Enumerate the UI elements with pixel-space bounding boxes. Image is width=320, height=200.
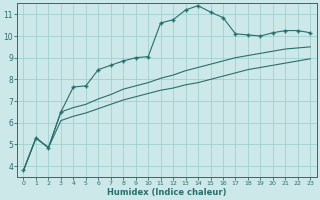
X-axis label: Humidex (Indice chaleur): Humidex (Indice chaleur) <box>107 188 227 197</box>
